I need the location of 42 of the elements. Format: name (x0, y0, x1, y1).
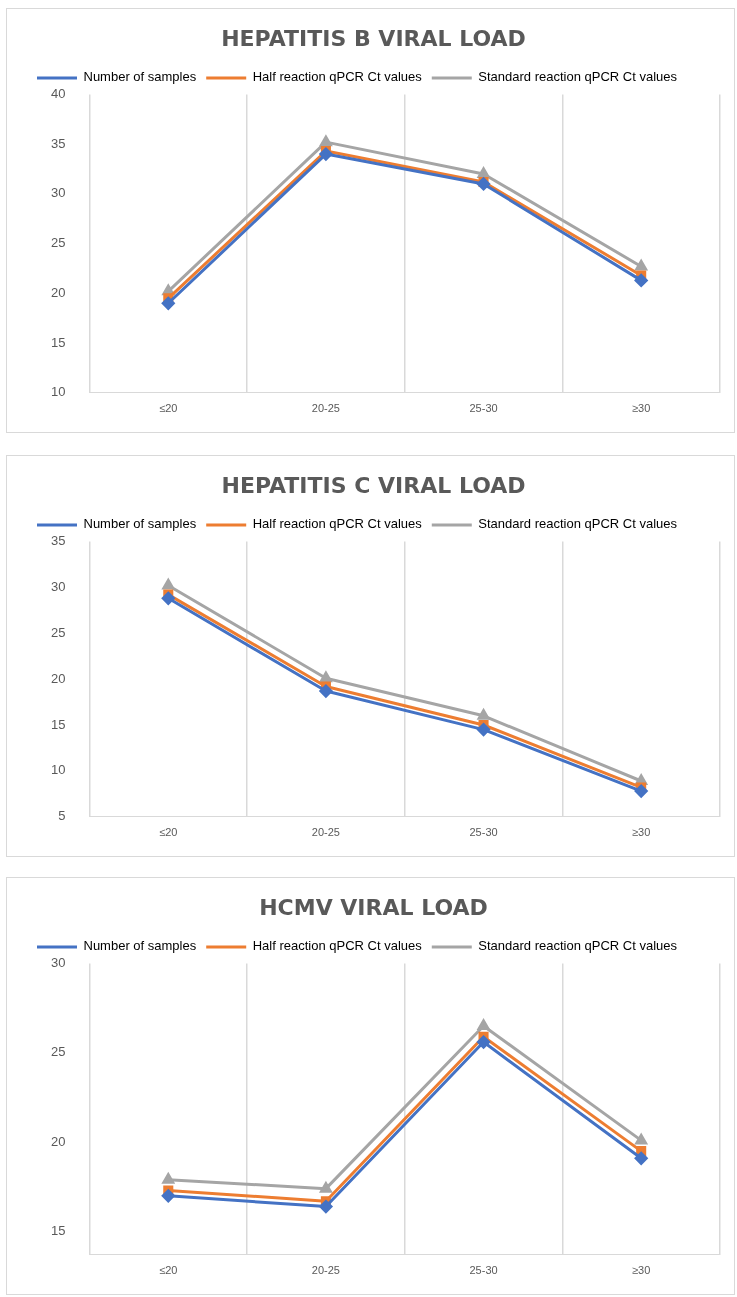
x-tick-label: ≥30 (632, 402, 651, 415)
legend-label: Half reaction qPCR Ct values (252, 516, 423, 532)
y-tick-label: 5 (58, 808, 66, 824)
legend-label: Number of samples (83, 69, 197, 85)
legend-label: Standard reaction qPCR Ct values (478, 938, 678, 954)
y-tick-label: 35 (50, 532, 66, 548)
x-tick-label: ≥30 (632, 1264, 651, 1277)
y-tick-label: 30 (50, 185, 66, 201)
x-tick-label: ≤20 (159, 402, 178, 415)
legend-label: Standard reaction qPCR Ct values (478, 69, 678, 85)
y-tick-label: 30 (50, 578, 66, 594)
y-tick-label: 30 (50, 954, 66, 970)
x-tick-label: 20-25 (311, 402, 340, 415)
legend-label: Standard reaction qPCR Ct values (478, 516, 678, 532)
y-tick-label: 20 (50, 670, 66, 686)
legend-label: Half reaction qPCR Ct values (252, 69, 423, 85)
y-tick-label: 25 (50, 1044, 66, 1060)
x-tick-label: ≤20 (159, 1264, 178, 1277)
legend-label: Number of samples (83, 938, 197, 954)
chart-title: HEPATITIS B VIRAL LOAD (221, 25, 526, 51)
x-tick-label: 20-25 (311, 1264, 340, 1277)
x-tick-label: 25-30 (469, 1264, 498, 1277)
legend-label: Half reaction qPCR Ct values (252, 938, 423, 954)
y-tick-label: 15 (50, 716, 66, 732)
y-tick-label: 25 (50, 235, 66, 251)
x-tick-label: 25-30 (469, 402, 498, 415)
x-tick-label: ≥30 (632, 826, 651, 839)
y-tick-label: 15 (50, 1223, 66, 1239)
y-tick-label: 20 (50, 1133, 66, 1149)
y-tick-label: 40 (50, 85, 66, 101)
y-tick-label: 10 (50, 384, 66, 400)
y-tick-label: 10 (50, 762, 66, 778)
y-tick-label: 20 (50, 284, 66, 300)
x-tick-label: 25-30 (469, 826, 498, 839)
y-tick-label: 15 (50, 334, 66, 350)
y-tick-label: 35 (50, 135, 66, 151)
chart-title: HCMV VIRAL LOAD (259, 894, 488, 920)
x-tick-label: ≤20 (159, 826, 178, 839)
chart-title: HEPATITIS C VIRAL LOAD (221, 472, 526, 498)
y-tick-label: 25 (50, 624, 66, 640)
x-tick-label: 20-25 (311, 826, 340, 839)
legend-label: Number of samples (83, 516, 197, 532)
